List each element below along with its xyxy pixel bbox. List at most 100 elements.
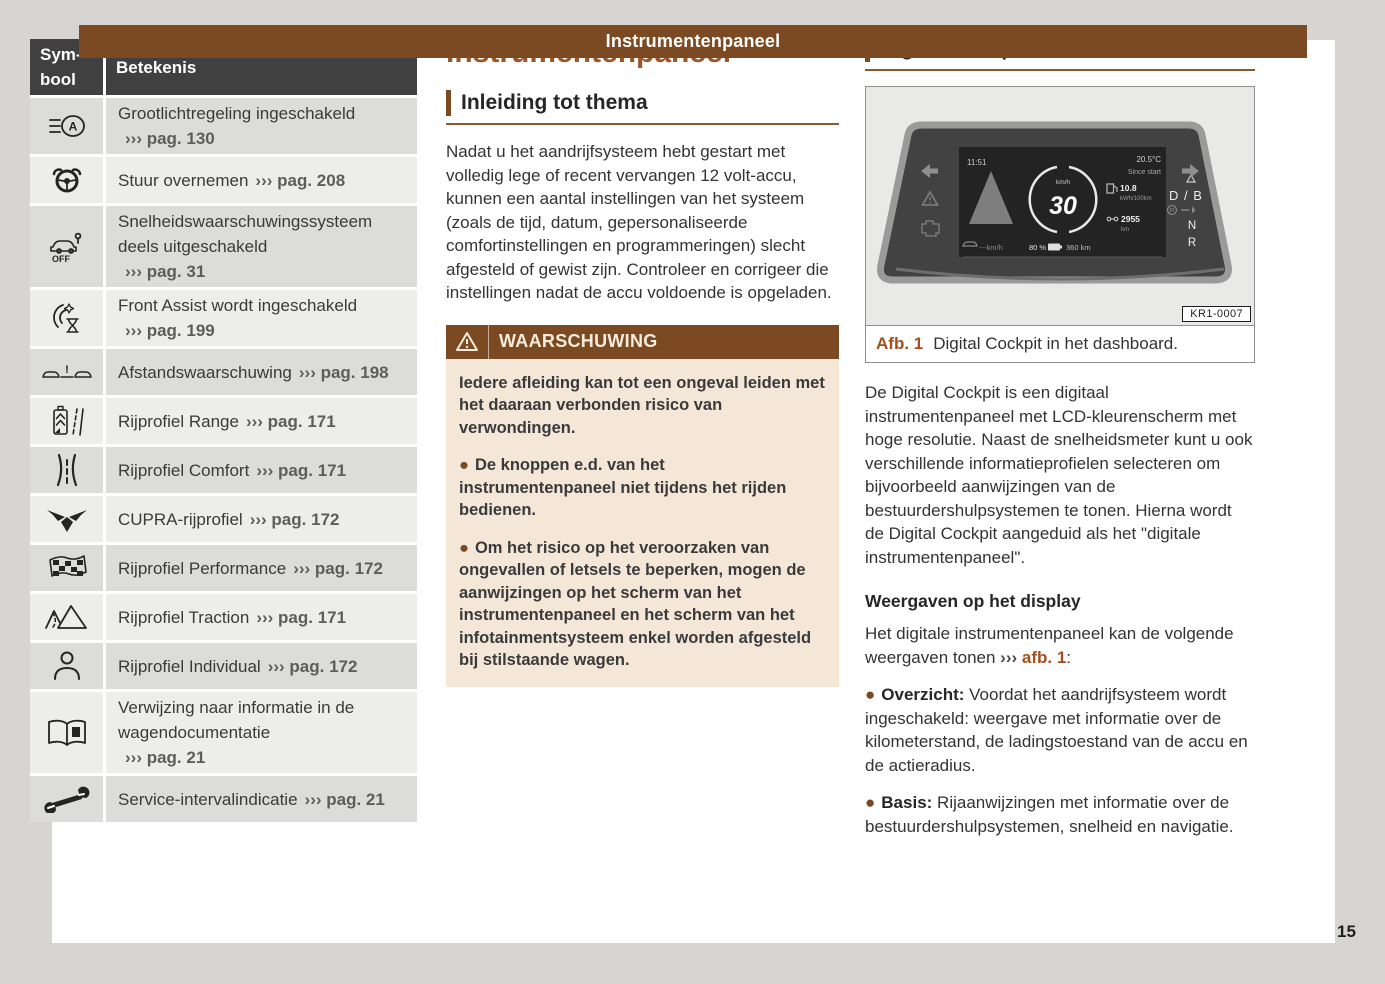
table-row: Afstandswaarschuwing ››› pag. 198 [106,349,417,395]
table-row-symbol [30,290,103,346]
view-bullet-text: Rijaanwijzingen met informatie over de b… [865,793,1234,836]
main-column: Instrumentenpaneel Inleiding tot thema N… [446,36,839,687]
consumption-icon [1106,183,1115,194]
chevrons: ››› [1000,647,1018,667]
right-column: Digital Cockpit 11:51 20.5°C Since start… [865,36,1255,852]
page-number: 15 [1337,922,1356,941]
table-row-symbol [30,157,103,203]
figure-1: 11:51 20.5°C Since start km/h 30 ---km/h… [865,86,1255,363]
meaning-column-header: Betekenis [106,39,417,95]
digital-cockpit-illustration: 11:51 20.5°C Since start km/h 30 ---km/h… [866,87,1254,325]
warning-header: WAARSCHUWING [446,324,839,359]
symbol-meaning: Rijprofiel Range [118,411,239,431]
svg-text:!: ! [65,364,69,376]
table-row-symbol [30,643,103,689]
instrument-cluster-graphic: 11:51 20.5°C Since start km/h 30 ---km/h… [877,121,1232,284]
engine-warning-icon [921,220,940,237]
cluster-odometer-unit: km [1121,227,1129,233]
warning-triangle-icon [446,324,489,359]
symbol-meaning: Verwijzing naar informatie in de wagendo… [118,698,355,742]
figure-caption-text: Digital Cockpit in het dashboard. [933,334,1178,353]
individual-profile-icon [53,651,80,680]
view-bullet-basis: ● Basis: Rijaanwijzingen met informatie o… [865,791,1255,838]
table-row-symbol: A [30,98,103,154]
page-header-title: Instrumentenpaneel [605,31,781,51]
comfort-profile-icon [56,453,77,487]
page-ref[interactable]: ››› pag. 172 [267,656,358,676]
steering-hands-icon [52,168,81,193]
table-row: Rijprofiel Performance ››› pag. 172 [106,545,417,591]
warning-bullet-text: Om het risico op het veroorzaken van ong… [459,538,812,670]
traction-profile-icon [44,605,87,629]
table-row-symbol [30,594,103,640]
warning-bullet: ● Om het risico op het veroorzaken van on… [459,537,826,672]
cluster-odometer: 2955 [1121,214,1140,224]
cluster-speed-unit: km/h [1056,179,1070,186]
cluster-time: 11:51 [967,158,987,167]
page-ref[interactable]: ››› pag. 21 [304,789,385,809]
display-views-intro: Het digitale instrumentenpaneel kan de v… [865,622,1255,669]
symbol-meaning: Rijprofiel Individual [118,656,261,676]
page-ref[interactable]: ››› pag. 208 [255,170,346,190]
cluster-since-start: Since start [1128,169,1161,176]
left-arrow-icon [921,164,938,178]
cluster-range: 360 km [1066,243,1091,252]
page-ref[interactable]: ››› pag. 171 [256,607,347,627]
symbol-meaning: Front Assist wordt ingeschakeld [118,296,358,315]
figure-ref-link[interactable]: afb. 1 [1021,647,1067,667]
page-ref[interactable]: ››› pag. 21 [125,748,206,767]
symbol-meaning: Rijprofiel Performance [118,558,287,578]
warning-box: WAARSCHUWING Iedere afleiding kan tot ee… [446,324,839,687]
cluster-battery-pct: 80 % [1029,243,1046,252]
cluster-gear-db: D / B [1169,188,1203,203]
cluster-speed-value: 30 [1049,192,1077,220]
table-row: Rijprofiel Range ››› pag. 171 [106,398,417,444]
digital-cockpit-paragraph: De Digital Cockpit is een digitaal instr… [865,383,1253,567]
page-ref[interactable]: ››› pag. 31 [125,262,206,281]
figure-caption-label: Afb. 1 [876,334,924,353]
view-bullet-text: Voordat het aandrijfsysteem wordt ingesc… [865,685,1248,775]
symbol-meaning: Stuur overnemen [118,170,249,190]
figure-caption: Afb. 1 Digital Cockpit in het dashboard. [866,325,1254,362]
svg-text:i: i [74,727,76,737]
warning-bullet-text: De knoppen e.d. van het instrumentenpane… [459,456,787,519]
gear-up-triangle-icon [1185,173,1197,183]
high-beam-auto-icon: A [48,115,85,137]
cluster-consumption-unit: kWh/100km [1120,196,1152,202]
section-heading-intro: Inleiding tot thema [446,90,839,125]
warning-bullet: ● De knoppen e.d. van het instrumentenpan… [459,454,826,522]
navigation-arrow-graphic [969,171,1013,224]
table-row: Snelheidswaarschuwingssysteem deels uitg… [106,206,417,287]
symbol-meaning: Rijprofiel Comfort [118,460,250,480]
table-row: Stuur overnemen ››› pag. 208 [106,157,417,203]
symbol-meaning: Snelheidswaarschuwingssysteem deels uitg… [118,212,373,256]
table-row-symbol [30,447,103,493]
display-views-subheading: Weergaven op het display [865,591,1081,611]
view-bullet-label: Overzicht: [881,685,965,704]
warning-body: Iedere afleiding kan tot een ongeval lei… [446,358,839,687]
table-row: Service-intervalindicatie ››› pag. 21 [106,776,417,822]
symbol-meaning: Grootlichtregeling ingeschakeld [118,104,356,123]
page-ref[interactable]: ››› pag. 172 [293,558,383,578]
symbol-meaning: Service-intervalindicatie [118,789,298,809]
page-ref[interactable]: ››› pag. 130 [125,129,215,148]
page-ref[interactable]: ››› pag. 172 [249,509,340,529]
page-ref[interactable]: ››› pag. 198 [298,362,389,382]
table-row: Rijprofiel Individual ››› pag. 172 [106,643,417,689]
page-ref[interactable]: ››› pag. 199 [125,321,215,340]
hazard-triangle-icon [920,190,940,206]
documentation-book-icon: i [47,719,86,746]
warning-intro: Iedere afleiding kan tot een ongeval lei… [459,373,825,437]
table-row-symbol: ! [30,349,103,395]
distance-warning-icon: ! [41,364,92,378]
cluster-consumption: 10.8 [1120,183,1137,193]
table-row-symbol [30,398,103,444]
table-row-symbol: OFF [30,206,103,287]
table-row: CUPRA-rijprofiel ››› pag. 172 [106,496,417,542]
page-ref[interactable]: ››› pag. 171 [245,411,336,431]
table-row: Rijprofiel Traction ››› pag. 171 [106,594,417,640]
page-ref[interactable]: ››› pag. 171 [256,460,347,480]
table-row: Front Assist wordt ingeschakeld ››› pag.… [106,290,417,346]
front-assist-icon [52,303,79,333]
speed-warning-off-icon: OFF [49,232,81,264]
